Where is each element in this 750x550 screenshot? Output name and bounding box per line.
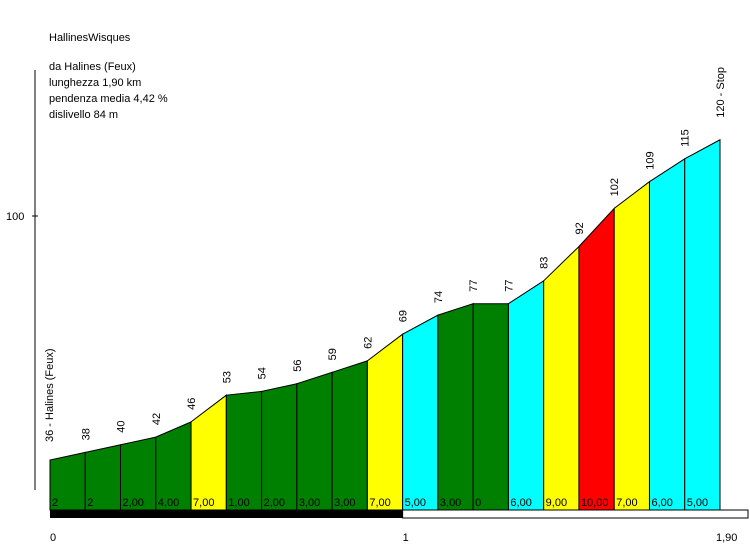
profile-segment	[543, 245, 580, 511]
elevation-gain: dislivello 84 m	[49, 109, 119, 121]
grade-label: 6,00	[510, 497, 531, 509]
elevation-label: 77	[468, 279, 480, 291]
chart-title: HallinesWisques	[49, 32, 131, 44]
grade-label: 7,00	[616, 497, 637, 509]
profile-segment	[225, 390, 263, 511]
elevation-label: 102	[609, 178, 621, 196]
profile-labels: 2 2 2,00 4,00 7,00 1,00 2,00 3,00 3,00 7,00 5,00 3,…	[6, 67, 737, 544]
profile-segments	[49, 138, 721, 511]
elevation-label: 92	[574, 222, 586, 234]
profile-segment	[507, 279, 545, 511]
profile-segment	[296, 371, 333, 511]
start-location: da Halines (Feux)	[49, 61, 136, 73]
grade-label: 3,00	[299, 497, 320, 509]
profile-segment	[648, 157, 686, 511]
grade-label: 2,00	[264, 497, 285, 509]
grade-label: 4,00	[158, 497, 179, 509]
elevation-label: 77	[503, 279, 515, 291]
profile-segment	[437, 302, 474, 511]
profile-segment	[331, 360, 368, 511]
climb-length: lunghezza 1,90 km	[49, 77, 142, 89]
grade-label: 7,00	[193, 497, 214, 509]
grade-label: 2	[52, 497, 58, 509]
profile-segment	[578, 207, 615, 511]
grade-label: 2	[87, 497, 93, 509]
elevation-label: 54	[257, 367, 269, 379]
grade-label: 3,00	[440, 497, 461, 509]
elevation-label: 109	[644, 151, 656, 169]
grade-label: 5,00	[405, 497, 426, 509]
start-label: 36 - Halines (Feux)	[44, 348, 56, 442]
profile-segment	[684, 138, 721, 511]
grade-label: 3,00	[334, 497, 355, 509]
elevation-label: 74	[433, 291, 445, 303]
x-tick-label: 1,90	[716, 532, 737, 544]
profile-segment	[190, 394, 227, 511]
grade-label: 5,00	[687, 497, 708, 509]
elevation-label: 56	[292, 360, 304, 372]
elevation-label: 46	[186, 398, 198, 410]
grade-label: 7,00	[369, 497, 390, 509]
grade-label: 0	[475, 497, 481, 509]
y-tick-label: 100	[6, 211, 24, 223]
grade-label: 9,00	[546, 497, 567, 509]
profile-segment	[366, 333, 404, 511]
end-label: 120 - Stop	[715, 67, 727, 118]
elevation-label: 69	[398, 310, 410, 322]
profile-segment	[261, 383, 298, 511]
grade-label: 2,00	[123, 497, 144, 509]
distance-bar-empty	[402, 509, 749, 519]
elevation-label: 42	[151, 413, 163, 425]
grade-label: 6,00	[651, 497, 672, 509]
elevation-label: 40	[116, 421, 128, 433]
axes	[32, 70, 749, 519]
grade-label: 1,00	[228, 497, 249, 509]
x-tick-label: 0	[50, 532, 56, 544]
x-tick-label: 1	[403, 532, 409, 544]
elevation-label: 115	[680, 129, 692, 147]
profile-segment	[402, 314, 439, 511]
grade-label: 10,00	[581, 497, 609, 509]
elevation-label: 53	[221, 371, 233, 383]
distance-bar-filled	[50, 510, 403, 518]
elevation-label: 38	[80, 428, 92, 440]
elevation-label: 59	[327, 348, 339, 360]
profile-segment	[613, 180, 650, 511]
average-grade: pendenza media 4,42 %	[49, 93, 168, 105]
elevation-label: 83	[539, 257, 551, 269]
profile-segment	[472, 303, 509, 511]
elevation-label: 62	[362, 337, 374, 349]
